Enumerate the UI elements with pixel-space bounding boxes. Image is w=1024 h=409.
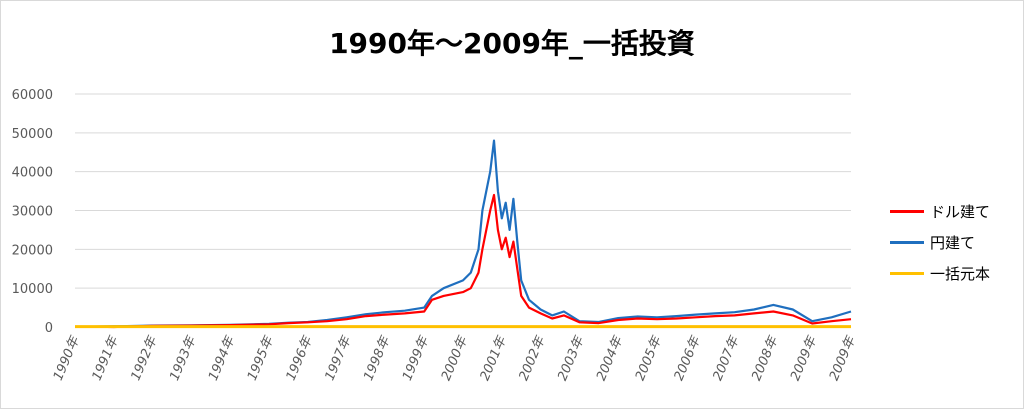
y-tick-label-50000: 50000 <box>12 127 53 142</box>
legend: ドル建て 円建て 一括元本 <box>890 196 990 289</box>
x-tick-label-7: 1997年 <box>322 333 355 383</box>
x-tick-label-8: 1998年 <box>361 333 394 383</box>
x-tick-label-5: 1995年 <box>245 333 278 383</box>
y-tick-label-20000: 20000 <box>12 243 53 258</box>
x-tick-label-13: 2003年 <box>555 333 588 383</box>
x-tick-label-0: 1990年 <box>51 333 84 383</box>
x-tick-label-11: 2001年 <box>478 333 511 383</box>
legend-item-yen: 円建て <box>890 227 990 258</box>
legend-swatch-principal <box>890 272 924 275</box>
y-tick-label-30000: 30000 <box>12 205 53 220</box>
x-tick-label-17: 2007年 <box>710 333 743 383</box>
x-tick-label-3: 1993年 <box>167 333 200 383</box>
x-tick-label-15: 2005年 <box>633 333 666 383</box>
x-tick-label-10: 2000年 <box>439 333 472 383</box>
x-tick-label-2: 1992年 <box>128 333 161 383</box>
x-tick-label-14: 2004年 <box>594 333 627 383</box>
x-tick-label-18: 2008年 <box>749 333 782 383</box>
x-tick-label-20: 2009年 <box>827 333 860 383</box>
x-tick-label-16: 2006年 <box>672 333 705 383</box>
x-tick-label-19: 2009年 <box>788 333 821 383</box>
x-tick-label-9: 1999年 <box>400 333 433 383</box>
series-line-1 <box>75 139 852 328</box>
x-tick-label-6: 1996年 <box>284 333 317 383</box>
legend-item-dollar: ドル建て <box>890 196 990 227</box>
y-tick-label-60000: 60000 <box>12 88 53 103</box>
legend-label-principal: 一括元本 <box>930 265 991 283</box>
y-tick-label-10000: 10000 <box>12 282 53 297</box>
x-tick-label-4: 1994年 <box>206 333 239 383</box>
x-tick-label-12: 2002年 <box>516 333 549 383</box>
y-tick-label-0: 0 <box>45 321 53 336</box>
y-tick-label-40000: 40000 <box>12 166 53 181</box>
legend-item-principal: 一括元本 <box>890 258 990 289</box>
legend-swatch-yen <box>890 241 924 244</box>
legend-swatch-dollar <box>890 210 924 213</box>
legend-label-dollar: ドル建て <box>930 203 991 221</box>
chart-title: 1990年～2009年_一括投資 <box>329 27 695 60</box>
series-line-0 <box>74 193 852 329</box>
x-tick-label-1: 1991年 <box>90 333 123 383</box>
legend-label-yen: 円建て <box>930 234 976 252</box>
